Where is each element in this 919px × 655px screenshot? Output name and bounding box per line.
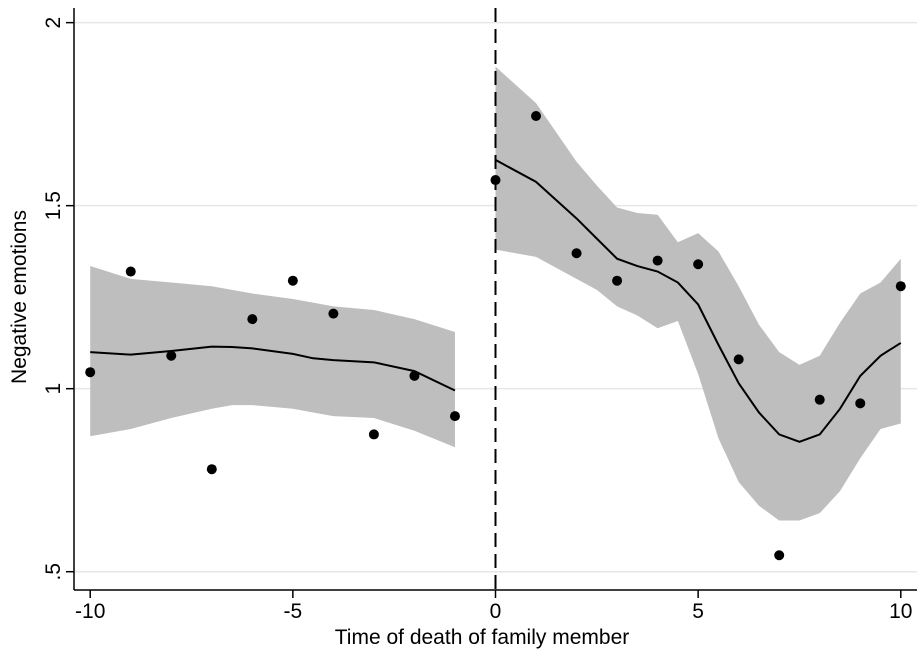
data-point-1	[125, 266, 136, 277]
data-point-8	[409, 370, 420, 381]
fit-line-0	[90, 345, 456, 392]
data-point-18	[814, 394, 825, 405]
axes	[66, 8, 917, 598]
data-point-0	[85, 367, 96, 378]
fit-lines	[90, 159, 902, 443]
data-point-13	[612, 275, 623, 286]
data-point-11	[531, 110, 542, 121]
data-point-12	[571, 248, 582, 259]
data-point-15	[693, 259, 704, 270]
x-tick-label-0: -10	[75, 600, 105, 623]
x-tick-label-4: 10	[889, 600, 912, 623]
y-tick-label-2: 1.5	[42, 191, 65, 220]
scatter-points	[85, 110, 906, 561]
confidence-bands	[90, 66, 901, 521]
fit-line-1	[495, 159, 902, 443]
y-tick-label-3: 2	[42, 17, 65, 29]
tick-labels: -10 -5 0 5 10 .5 1 1.5 2	[42, 17, 912, 623]
x-tick-label-2: 0	[490, 600, 502, 623]
y-tick-label-0: .5	[42, 563, 65, 581]
x-tick-label-1: -5	[284, 600, 303, 623]
data-point-2	[166, 350, 177, 361]
data-point-20	[895, 281, 906, 292]
confidence-band-1	[495, 66, 901, 521]
data-point-10	[490, 175, 501, 186]
data-point-16	[733, 354, 744, 365]
data-point-17	[774, 550, 785, 561]
data-point-4	[247, 314, 258, 325]
data-point-19	[855, 398, 866, 409]
y-tick-label-1: 1	[42, 383, 65, 395]
x-tick-label-3: 5	[692, 600, 704, 623]
x-axis-title: Time of death of family member	[335, 626, 630, 649]
data-point-6	[328, 308, 339, 319]
data-point-14	[652, 255, 663, 266]
data-point-5	[287, 275, 298, 286]
data-point-7	[368, 429, 379, 440]
confidence-band-0	[90, 266, 455, 448]
y-axis-title: Negative emotions	[8, 210, 31, 384]
data-point-9	[449, 411, 460, 422]
data-point-3	[206, 464, 217, 475]
